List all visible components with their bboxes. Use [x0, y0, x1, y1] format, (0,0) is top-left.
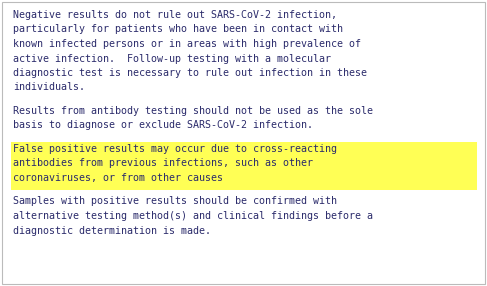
Text: individuals.: individuals.	[13, 82, 85, 92]
Text: basis to diagnose or exclude SARS-CoV-2 infection.: basis to diagnose or exclude SARS-CoV-2 …	[13, 120, 313, 130]
Text: known infected persons or in areas with high prevalence of: known infected persons or in areas with …	[13, 39, 361, 49]
Text: Samples with positive results should be confirmed with: Samples with positive results should be …	[13, 196, 337, 206]
Text: Negative results do not rule out SARS-CoV-2 infection,: Negative results do not rule out SARS-Co…	[13, 10, 337, 20]
Text: antibodies from previous infections, such as other: antibodies from previous infections, suc…	[13, 158, 313, 168]
Text: diagnostic determination is made.: diagnostic determination is made.	[13, 225, 211, 235]
Text: alternative testing method(s) and clinical findings before a: alternative testing method(s) and clinic…	[13, 211, 373, 221]
Text: False positive results may occur due to cross-reacting: False positive results may occur due to …	[13, 144, 337, 154]
Text: particularly for patients who have been in contact with: particularly for patients who have been …	[13, 25, 343, 35]
Text: Results from antibody testing should not be used as the sole: Results from antibody testing should not…	[13, 106, 373, 116]
Text: diagnostic test is necessary to rule out infection in these: diagnostic test is necessary to rule out…	[13, 68, 367, 78]
Text: coronaviruses, or from other causes: coronaviruses, or from other causes	[13, 173, 223, 183]
Text: active infection.  Follow-up testing with a molecular: active infection. Follow-up testing with…	[13, 53, 331, 63]
FancyBboxPatch shape	[11, 142, 476, 190]
FancyBboxPatch shape	[2, 2, 485, 284]
